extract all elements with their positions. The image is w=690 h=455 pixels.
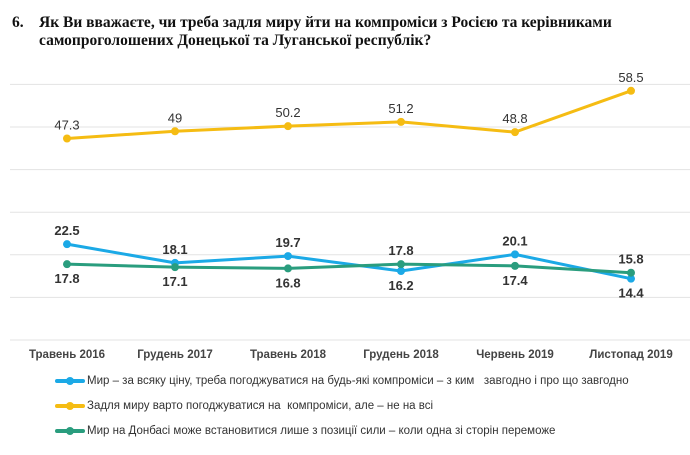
data-point xyxy=(397,117,405,126)
data-label: 20.1 xyxy=(502,233,527,248)
data-label: 18.1 xyxy=(162,242,187,257)
legend-label: Задля миру варто погоджуватися на компро… xyxy=(87,400,434,412)
legend-swatch xyxy=(55,402,85,410)
data-label: 17.1 xyxy=(162,274,187,289)
data-label: 50.2 xyxy=(275,105,300,120)
x-tick-label: Листопад 2019 xyxy=(589,349,672,361)
series-line xyxy=(66,262,632,275)
data-label: 16.8 xyxy=(275,275,300,290)
data-point xyxy=(171,263,179,272)
data-point xyxy=(63,134,71,143)
data-point xyxy=(397,266,405,275)
data-point xyxy=(511,250,519,259)
legend-item-yellow: Задля миру варто погоджуватися на компро… xyxy=(55,400,433,412)
data-point xyxy=(63,240,71,249)
data-label: 48.8 xyxy=(502,111,527,126)
data-label: 51.2 xyxy=(388,101,413,116)
data-label: 17.4 xyxy=(502,273,528,288)
data-point xyxy=(397,260,405,269)
data-point xyxy=(63,260,71,269)
legend-item-blue: Мир – за всяку ціну, треба погоджуватися… xyxy=(55,375,629,387)
data-point xyxy=(284,122,292,131)
data-label: 16.2 xyxy=(388,278,413,293)
x-tick-label: Грудень 2017 xyxy=(137,349,213,361)
legend-label: Мир – за всяку ціну, треба погоджуватися… xyxy=(87,375,629,387)
data-label: 15.8 xyxy=(618,252,643,267)
data-label: 19.7 xyxy=(275,235,300,250)
data-label: 17.8 xyxy=(54,271,79,286)
legend-swatch xyxy=(55,377,85,385)
data-point xyxy=(511,128,519,137)
legend-item-green: Мир на Донбасі може встановитися лише з … xyxy=(55,425,555,437)
data-point xyxy=(284,252,292,261)
question-text: Як Ви вважаєте, чи треба задля миру йти … xyxy=(39,14,612,49)
data-label: 58.5 xyxy=(618,70,643,85)
data-point xyxy=(627,274,635,283)
data-point xyxy=(171,127,179,136)
series-line xyxy=(66,242,632,281)
series-line xyxy=(66,89,632,140)
question-number: 6. xyxy=(12,14,24,31)
data-point xyxy=(627,268,635,277)
legend-label: Мир на Донбасі може встановитися лише з … xyxy=(87,425,556,437)
data-label: 47.3 xyxy=(54,118,79,133)
x-tick-label: Травень 2018 xyxy=(250,349,327,361)
data-label: 49 xyxy=(168,110,182,125)
data-label: 17.8 xyxy=(388,243,413,258)
data-point xyxy=(284,264,292,273)
data-label: 14.4 xyxy=(618,286,644,301)
legend-swatch xyxy=(55,427,85,435)
data-point xyxy=(511,261,519,270)
data-point xyxy=(627,86,635,95)
x-tick-label: Грудень 2018 xyxy=(363,349,439,361)
x-tick-label: Травень 2016 xyxy=(29,349,105,361)
data-label: 22.5 xyxy=(54,223,79,238)
x-tick-label: Червень 2019 xyxy=(476,349,554,361)
chart-title: 6. Як Ви вважаєте, чи треба задля миру й… xyxy=(12,14,682,50)
